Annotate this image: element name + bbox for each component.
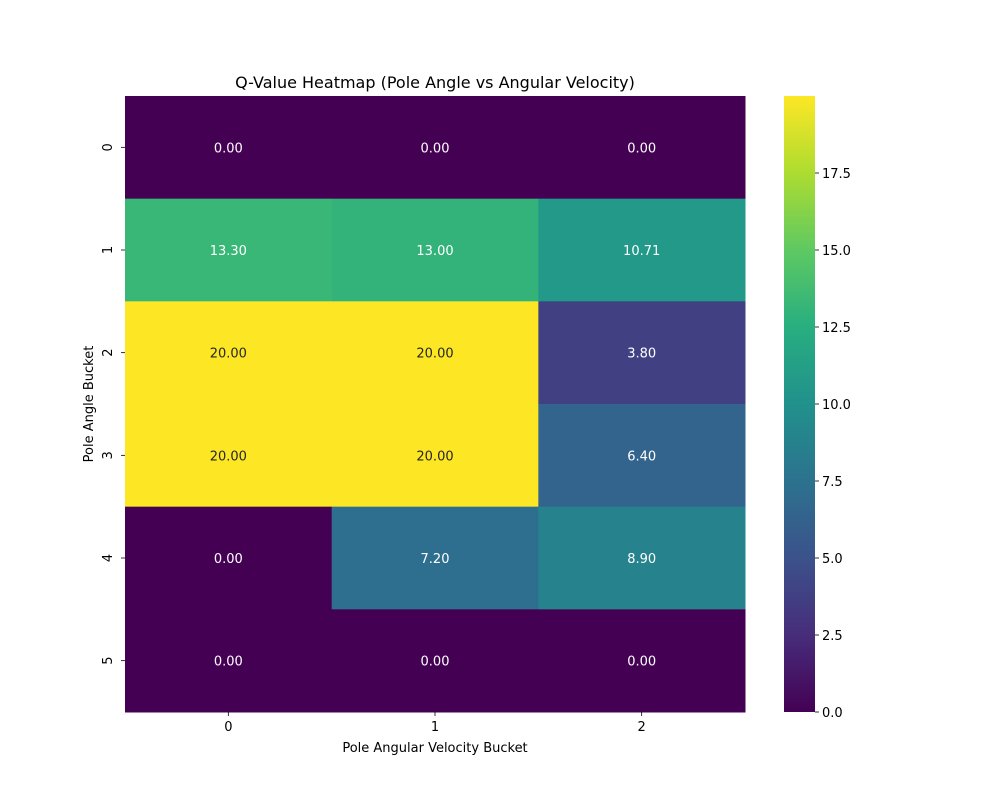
cell-value-label: 0.00 (421, 141, 450, 156)
colorbar-tick-label: 0.0 (822, 706, 843, 721)
y-axis-label: Pole Angle Bucket (82, 346, 97, 463)
colorbar-ticks: 0.0 2.5 5.0 7.5 10.0 12.5 15.0 17.5 (815, 167, 851, 721)
cell-value-label: 0.00 (627, 655, 656, 670)
cell-value-label: 0.00 (214, 141, 243, 156)
cell-value-label: 20.00 (416, 347, 453, 362)
heatmap-cell (125, 506, 333, 610)
colorbar (784, 96, 815, 712)
heatmap-cell (538, 506, 746, 610)
x-tick-label: 1 (431, 720, 439, 735)
cell-value-label: 13.30 (210, 244, 247, 259)
heatmap-cell (331, 404, 539, 508)
heatmap-cell (125, 96, 333, 200)
x-tick-label: 0 (224, 720, 232, 735)
colorbar-tick-label: 5.0 (822, 552, 843, 567)
cell-value-label: 0.00 (627, 141, 656, 156)
heatmap-cell (538, 96, 746, 200)
cell-value-label: 20.00 (210, 347, 247, 362)
colorbar-tick-label: 12.5 (822, 321, 851, 336)
cell-value-label: 0.00 (421, 655, 450, 670)
cell-value-label: 20.00 (416, 449, 453, 464)
y-tick-label: 5 (101, 657, 116, 665)
cell-value-label: 8.90 (627, 552, 656, 567)
y-tick-label: 0 (101, 143, 116, 151)
heatmap-cell (331, 609, 539, 713)
y-tick-label: 2 (101, 349, 116, 357)
cell-value-label: 7.20 (421, 552, 450, 567)
cell-value-label: 6.40 (627, 449, 656, 464)
heatmap-cell (331, 96, 539, 200)
cell-value-label: 0.00 (214, 552, 243, 567)
heatmap-cell (538, 609, 746, 713)
colorbar-tick-label: 10.0 (822, 398, 851, 413)
heatmap-cells: 0.00 0.00 0.00 13.30 13.00 10.71 20.00 20.00 3.8… (125, 96, 746, 713)
colorbar-tick-label: 15.0 (822, 244, 851, 259)
colorbar-tick-label: 17.5 (822, 167, 851, 182)
heatmap-cell (331, 301, 539, 405)
cell-value-label: 10.71 (623, 244, 660, 259)
heatmap-cell (538, 404, 746, 508)
x-axis-ticks: 0 1 2 (224, 712, 646, 735)
colorbar-tick-label: 2.5 (822, 629, 843, 644)
colorbar-tick-label: 7.5 (822, 475, 843, 490)
cell-value-label: 0.00 (214, 655, 243, 670)
y-axis-ticks: 0 1 2 3 4 5 (101, 143, 125, 665)
heatmap-cell (125, 609, 333, 713)
chart-title: Q-Value Heatmap (Pole Angle vs Angular V… (235, 73, 635, 92)
heatmap-cell (538, 198, 746, 302)
heatmap-cell (125, 301, 333, 405)
cell-value-label: 20.00 (210, 449, 247, 464)
y-tick-label: 3 (101, 451, 116, 459)
cell-value-label: 3.80 (627, 347, 656, 362)
heatmap-cell (331, 506, 539, 610)
heatmap-cell (125, 404, 333, 508)
heatmap-cell (125, 198, 333, 302)
heatmap-cell (331, 198, 539, 302)
y-tick-label: 4 (101, 554, 116, 562)
x-axis-label: Pole Angular Velocity Bucket (342, 741, 527, 756)
cell-value-label: 13.00 (416, 244, 453, 259)
y-tick-label: 1 (101, 246, 116, 254)
heatmap-cell (538, 301, 746, 405)
x-tick-label: 2 (638, 720, 646, 735)
